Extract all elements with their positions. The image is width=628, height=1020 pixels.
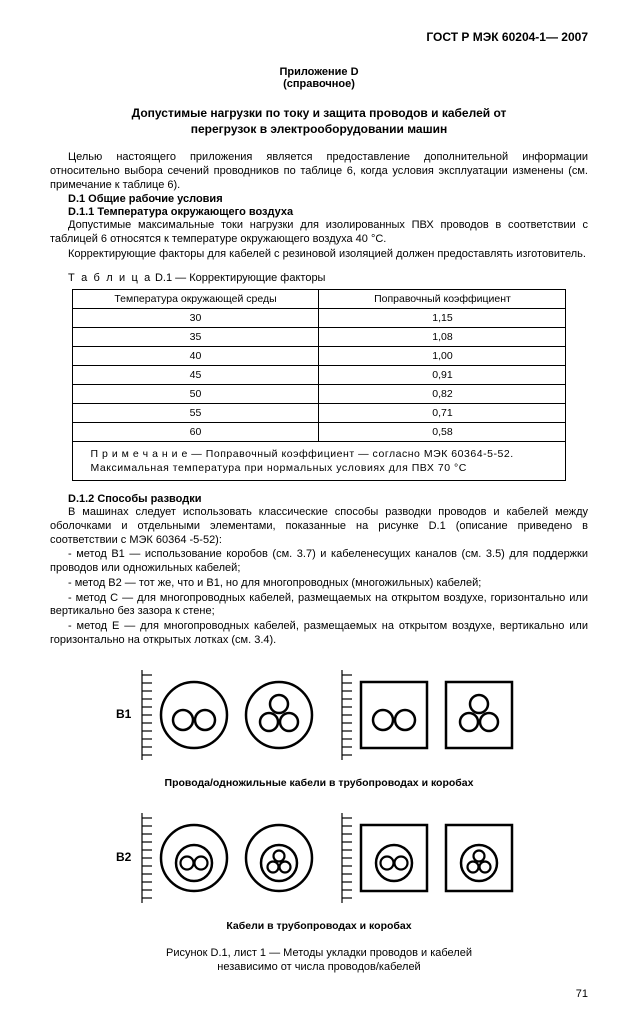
method-c: - метод С — для многопроводных кабелей, … (50, 592, 588, 620)
table-row: 351,08 (72, 327, 566, 346)
figure-caption-l2: независимо от числа проводов/кабелей (217, 961, 420, 973)
main-title-line1: Допустимые нагрузки по току и защита про… (132, 106, 507, 120)
para-d11-1: Допустимые максимальные токи нагрузки дл… (50, 219, 588, 247)
temp-cell: 55 (72, 403, 319, 422)
coef-cell: 0,91 (319, 365, 566, 384)
method-b2: - метод В2 — тот же, что и В1, но для мн… (50, 577, 588, 591)
table-header-row: Температура окружающей среды Поправочный… (72, 289, 566, 308)
temp-cell: 45 (72, 365, 319, 384)
coef-cell: 0,71 (319, 403, 566, 422)
b1-conduit-2wire (161, 682, 227, 748)
table-row: 600,58 (72, 422, 566, 441)
b1-duct-3wire (446, 682, 512, 748)
intro-paragraph: Целью настоящего приложения является пре… (50, 151, 588, 192)
figure-caption: Рисунок D.1, лист 1 — Методы укладки про… (50, 946, 588, 975)
heading-d1: D.1 Общие рабочие условия (50, 193, 588, 205)
col1-header: Температура окружающей среды (72, 289, 319, 308)
table-title: Т а б л и ц а D.1 — Корректирующие факто… (50, 272, 588, 284)
table-row: 450,91 (72, 365, 566, 384)
b2-duct-2core (361, 825, 427, 891)
b2-conduit-3core (246, 825, 312, 891)
temp-cell: 50 (72, 384, 319, 403)
diagram-row-b2: В2 (104, 803, 534, 913)
heading-d11: D.1.1 Температура окружающего воздуха (50, 206, 588, 218)
coef-cell: 1,08 (319, 327, 566, 346)
b2-conduit-2core (161, 825, 227, 891)
table-note-row: П р и м е ч а н и е — Поправочный коэффи… (72, 441, 566, 480)
table-row: 550,71 (72, 403, 566, 422)
figure-d1: В1 (50, 660, 588, 932)
coef-cell: 0,82 (319, 384, 566, 403)
para-d12-1: В машинах следует использовать классичес… (50, 506, 588, 547)
caption-row2: Кабели в трубопроводах и коробах (50, 920, 588, 932)
standard-header: ГОСТ Р МЭК 60204-1— 2007 (50, 30, 588, 44)
temp-cell: 40 (72, 346, 319, 365)
b1-duct-2wire (361, 682, 427, 748)
temp-cell: 60 (72, 422, 319, 441)
b1-conduit-3wire (246, 682, 312, 748)
figure-caption-l1: Рисунок D.1, лист 1 — Методы укладки про… (166, 947, 472, 959)
caption-row1: Провода/одножильные кабели в трубопровод… (50, 777, 588, 789)
col2-header: Поправочный коэффициент (319, 289, 566, 308)
heading-d12: D.1.2 Способы разводки (50, 493, 588, 505)
table-row: 500,82 (72, 384, 566, 403)
note-line2: Максимальная температура при нормальных … (91, 462, 467, 474)
row-label-b1: В1 (116, 707, 132, 721)
table-title-spaced: Т а б л и ц а (68, 272, 152, 284)
table-title-rest: D.1 — Корректирующие факторы (152, 272, 326, 284)
coef-cell: 1,15 (319, 308, 566, 327)
method-e: - метод Е — для многопроводных кабелей, … (50, 620, 588, 648)
correction-factors-table: Температура окружающей среды Поправочный… (72, 289, 567, 481)
main-title-line2: перегрузок в электрооборудовании машин (191, 122, 447, 136)
table-note: П р и м е ч а н и е — Поправочный коэффи… (72, 441, 566, 480)
row-label-b2: В2 (116, 850, 132, 864)
note-line1: П р и м е ч а н и е — Поправочный коэффи… (91, 448, 514, 460)
coef-cell: 1,00 (319, 346, 566, 365)
temp-cell: 35 (72, 327, 319, 346)
b2-duct-3core (446, 825, 512, 891)
method-b1: - метод В1 — использование коробов (см. … (50, 548, 588, 576)
temp-cell: 30 (72, 308, 319, 327)
diagram-row-b1: В1 (104, 660, 534, 770)
table-row: 401,00 (72, 346, 566, 365)
para-d11-2: Корректирующие факторы для кабелей с рез… (50, 248, 588, 262)
main-title: Допустимые нагрузки по току и защита про… (50, 106, 588, 137)
table-row: 301,15 (72, 308, 566, 327)
annex-type: (справочное) (50, 78, 588, 90)
coef-cell: 0,58 (319, 422, 566, 441)
page-number: 71 (50, 988, 588, 1000)
annex-label: Приложение D (50, 66, 588, 78)
